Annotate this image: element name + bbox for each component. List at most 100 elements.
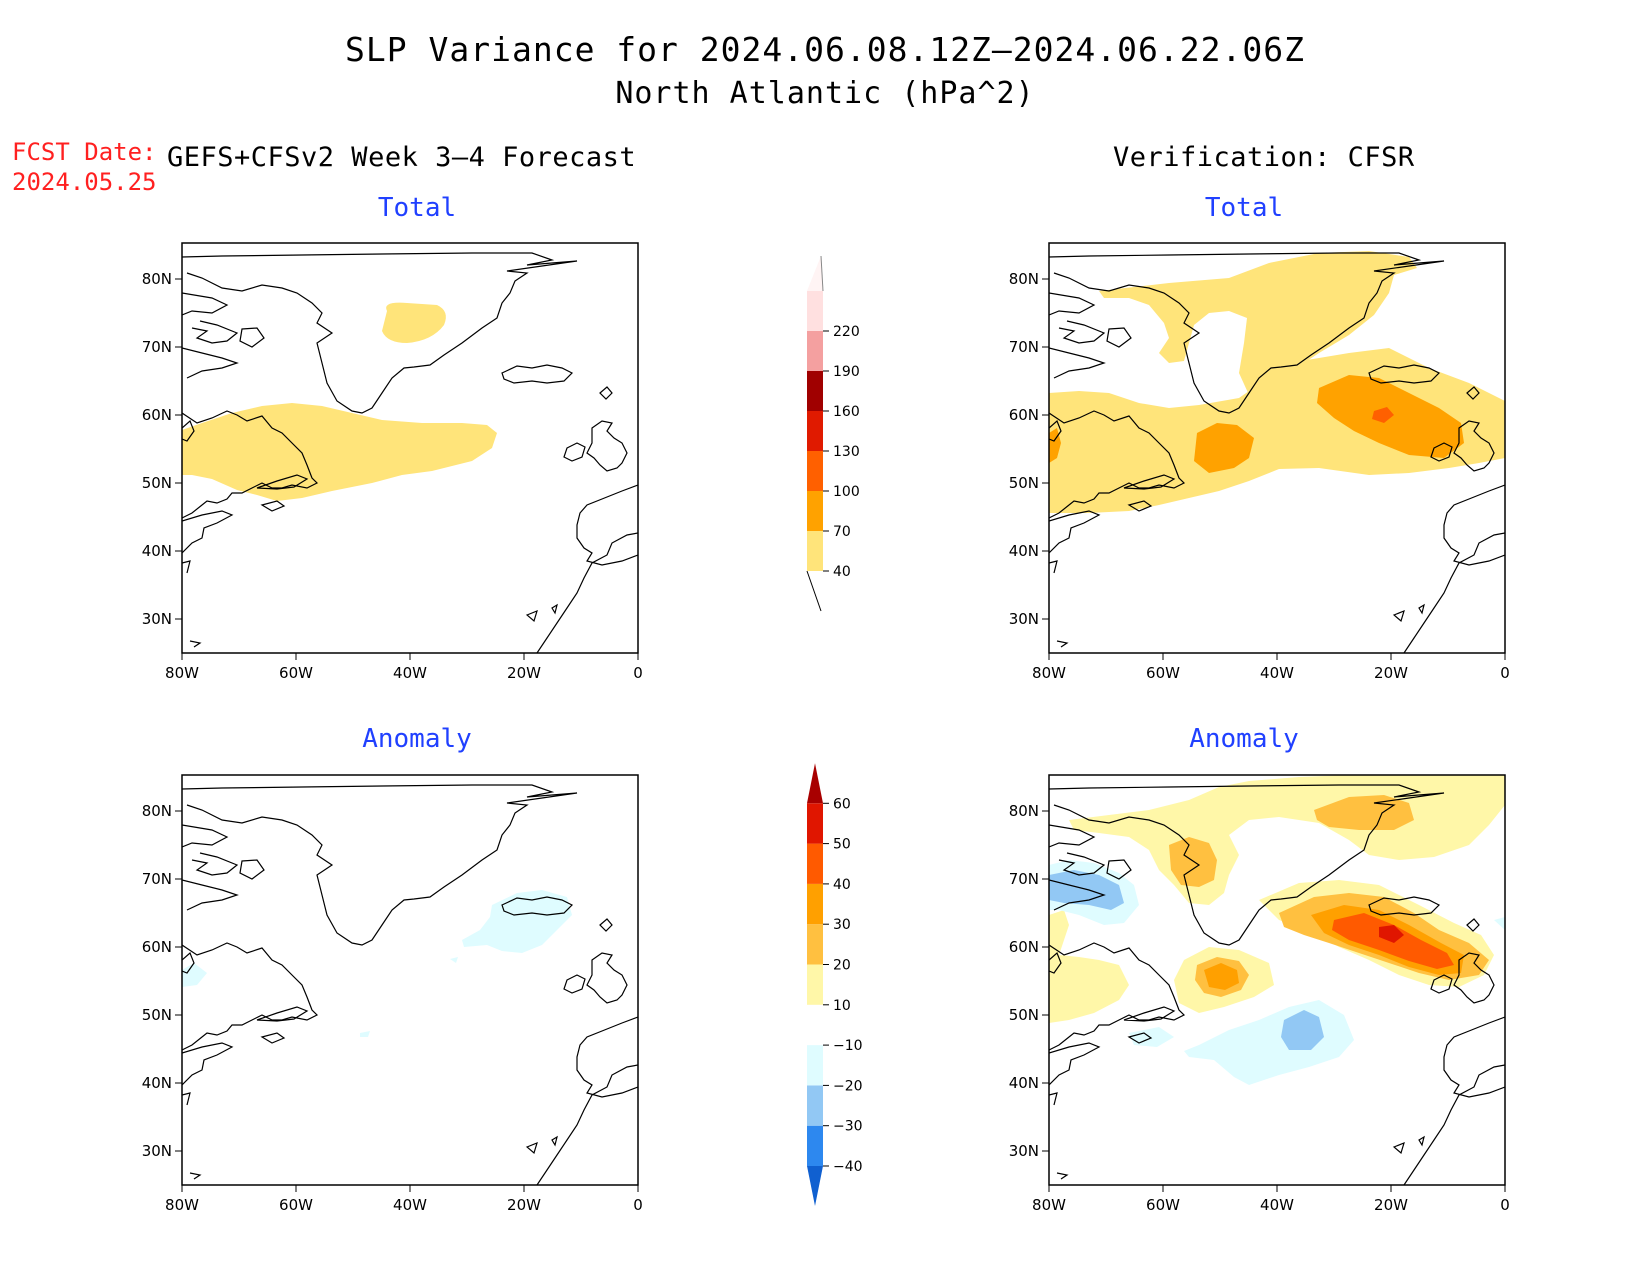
lat-tick-label: 40N	[1009, 542, 1039, 560]
verification-total-title: Total	[1204, 193, 1284, 223]
lon-tick-label: 40W	[1260, 1196, 1294, 1214]
total-colorbar-segment	[807, 331, 823, 371]
anomaly-colorbar-label: −40	[833, 1159, 863, 1175]
verification-total-contour-70	[1194, 423, 1254, 473]
anomaly-colorbar-segment	[807, 803, 823, 844]
fcst-date-value: 2024.05.25	[12, 168, 157, 196]
lat-tick-label: 70N	[1009, 338, 1039, 356]
verification-column-title: Verification: CFSR	[1113, 142, 1415, 173]
total-colorbar-extension-high	[807, 256, 823, 291]
lat-tick-label: 80N	[1009, 802, 1039, 820]
anomaly-colorbar-label: −20	[833, 1078, 863, 1094]
lat-tick-label: 80N	[1009, 270, 1039, 288]
anomaly-colorbar-label: −10	[833, 1038, 863, 1054]
lat-tick-label: 40N	[142, 1074, 172, 1092]
total-colorbar-segment	[807, 451, 823, 491]
lon-tick-label: 80W	[1032, 1196, 1066, 1214]
lon-tick-label: 40W	[393, 664, 427, 682]
lat-tick-label: 70N	[142, 870, 172, 888]
lat-tick-label: 50N	[1009, 1006, 1039, 1024]
anomaly-colorbar-segment	[807, 1045, 823, 1086]
lon-tick-label: 20W	[1374, 664, 1408, 682]
lon-tick-label: 80W	[165, 664, 199, 682]
lat-tick-label: 60N	[142, 938, 172, 956]
total-colorbar-segment	[807, 371, 823, 411]
total-colorbar-label: 40	[833, 564, 851, 580]
lon-tick-label: 40W	[393, 1196, 427, 1214]
anomaly-colorbar-extension-high	[807, 763, 823, 804]
total-colorbar-segment	[807, 291, 823, 331]
lon-tick-label: 20W	[507, 664, 541, 682]
lat-tick-label: 70N	[1009, 870, 1039, 888]
lat-tick-label: 80N	[142, 802, 172, 820]
anomaly-colorbar-label: −30	[833, 1119, 863, 1135]
verification-total-contour-40	[1259, 325, 1287, 345]
verification-anomaly-contour-20	[1314, 795, 1414, 830]
lat-tick-label: 50N	[1009, 474, 1039, 492]
verification-anomaly-contour-neg20	[1049, 870, 1124, 910]
anomaly-colorbar-label: 10	[833, 998, 851, 1014]
anomaly-colorbar-segment	[807, 1085, 823, 1126]
total-colorbar-label: 190	[833, 364, 860, 380]
total-colorbar: 40 70 100 130 160 190 220	[806, 255, 860, 612]
verification-total-contour-40	[1099, 251, 1417, 395]
forecast-anomaly-contour-neg10	[360, 1031, 370, 1037]
total-colorbar-segment	[807, 411, 823, 451]
anomaly-colorbar: −40 −30 −20 −10 10 20 30 40 50 60	[807, 763, 863, 1206]
forecast-total-contour-40	[182, 403, 497, 501]
lat-tick-label: 30N	[142, 610, 172, 628]
lat-tick-label: 50N	[142, 474, 172, 492]
anomaly-colorbar-extension-low	[807, 1166, 823, 1206]
anomaly-colorbar-label: 20	[833, 958, 851, 974]
axis-labels: 80W 60W 40W 20W 0 80N 70N 60N 50N 40N 30N 80W 60W 40W…	[142, 270, 1510, 1214]
lat-tick-label: 40N	[142, 542, 172, 560]
figure-title: SLP Variance for 2024.06.08.12Z–2024.06.…	[345, 30, 1305, 69]
fcst-date-label: FCST Date:	[12, 138, 157, 166]
verification-anomaly-contour-10	[1069, 775, 1505, 905]
forecast-total-contour-40	[382, 302, 446, 343]
verification-anomaly-contour-50	[1379, 925, 1404, 943]
lon-tick-label: 20W	[1374, 1196, 1408, 1214]
anomaly-colorbar-segment	[807, 843, 823, 884]
verification-total-contour-70	[1049, 428, 1061, 463]
total-colorbar-segment	[807, 491, 823, 531]
anomaly-colorbar-segment	[807, 1125, 823, 1166]
lon-tick-label: 60W	[279, 664, 313, 682]
anomaly-colorbar-label: 40	[833, 877, 851, 893]
lat-tick-label: 80N	[142, 270, 172, 288]
anomaly-colorbar-segment	[807, 924, 823, 965]
verification-total-contour-100	[1372, 407, 1394, 423]
verification-anomaly-contour-neg10	[1494, 917, 1505, 930]
verification-anomaly-contour-30	[1204, 963, 1239, 990]
forecast-anomaly-title: Anomaly	[362, 724, 472, 754]
lon-tick-label: 60W	[1146, 1196, 1180, 1214]
lon-tick-label: 0	[1500, 664, 1510, 682]
forecast-anomaly-contour-neg10	[450, 957, 458, 963]
forecast-anomaly-contour-neg10	[182, 963, 207, 987]
anomaly-colorbar-segment	[807, 883, 823, 925]
lat-tick-label: 60N	[1009, 406, 1039, 424]
lon-tick-label: 20W	[507, 1196, 541, 1214]
lon-tick-label: 80W	[165, 1196, 199, 1214]
verification-anomaly-contour-neg10	[1184, 1000, 1354, 1085]
total-colorbar-label: 70	[833, 524, 851, 540]
verification-anomaly-contour-10	[1049, 910, 1129, 1023]
total-colorbar-label: 160	[833, 404, 860, 420]
total-colorbar-label: 220	[833, 324, 860, 340]
lat-tick-label: 30N	[142, 1142, 172, 1160]
verification-anomaly-title: Anomaly	[1189, 724, 1299, 754]
lon-tick-label: 80W	[1032, 664, 1066, 682]
verification-total-map	[1041, 242, 1506, 661]
anomaly-colorbar-segment	[807, 964, 823, 1005]
total-colorbar-extension-edge	[806, 570, 822, 612]
forecast-total-map	[174, 242, 639, 661]
total-colorbar-extension-edge	[820, 255, 824, 292]
figure-subtitle: North Atlantic (hPa^2)	[615, 76, 1035, 111]
lat-tick-label: 30N	[1009, 610, 1039, 628]
verification-anomaly-contour-neg10	[1129, 1027, 1174, 1047]
anomaly-colorbar-label: 60	[833, 796, 851, 812]
lon-tick-label: 60W	[1146, 664, 1180, 682]
anomaly-colorbar-label: 30	[833, 917, 851, 933]
forecast-total-title: Total	[377, 193, 457, 223]
